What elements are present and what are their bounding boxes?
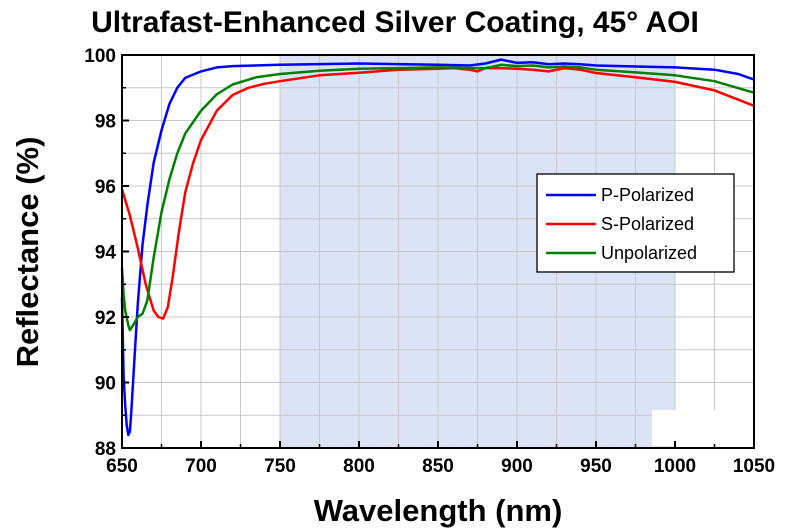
legend-label-unpolarized: Unpolarized — [601, 243, 697, 263]
x-tick-label: 700 — [185, 456, 217, 477]
y-tick-label: 100 — [84, 46, 116, 67]
y-tick-label: 98 — [95, 112, 116, 133]
legend-label-p-polarized: P-Polarized — [601, 185, 694, 205]
x-tick-label: 750 — [264, 456, 296, 477]
y-tick-label: 88 — [95, 439, 116, 460]
y-tick-label: 90 — [95, 374, 116, 395]
y-axis-title: Reflectance (%) — [10, 137, 45, 368]
y-tick-label: 92 — [95, 308, 116, 329]
legend: P-Polarized S-Polarized Unpolarized — [536, 173, 735, 273]
chart-title: Ultrafast-Enhanced Silver Coating, 45° A… — [91, 6, 699, 39]
x-tick-label: 850 — [422, 456, 454, 477]
x-tick-label: 800 — [343, 456, 375, 477]
x-axis-title: Wavelength (nm) — [314, 493, 563, 528]
series-line-s-polarized — [120, 66, 755, 320]
series-lines — [120, 58, 755, 437]
y-tick-label: 96 — [95, 177, 116, 198]
x-tick-label: 1000 — [654, 456, 696, 477]
x-tick-label: 1050 — [733, 456, 775, 477]
x-tick-label: 650 — [106, 456, 138, 477]
x-axis-ticks: 650 700 750 800 850 900 950 1000 1050 — [106, 441, 775, 477]
y-tick-label: 94 — [95, 243, 117, 264]
white-patch — [652, 410, 754, 446]
y-axis-ticks: 88 90 92 94 96 98 100 — [84, 46, 129, 460]
series-line-p-polarized — [120, 58, 755, 437]
series-line-unpolarized — [120, 63, 755, 332]
x-tick-label: 900 — [501, 456, 533, 477]
legend-label-s-polarized: S-Polarized — [601, 214, 694, 234]
x-tick-label: 950 — [580, 456, 612, 477]
